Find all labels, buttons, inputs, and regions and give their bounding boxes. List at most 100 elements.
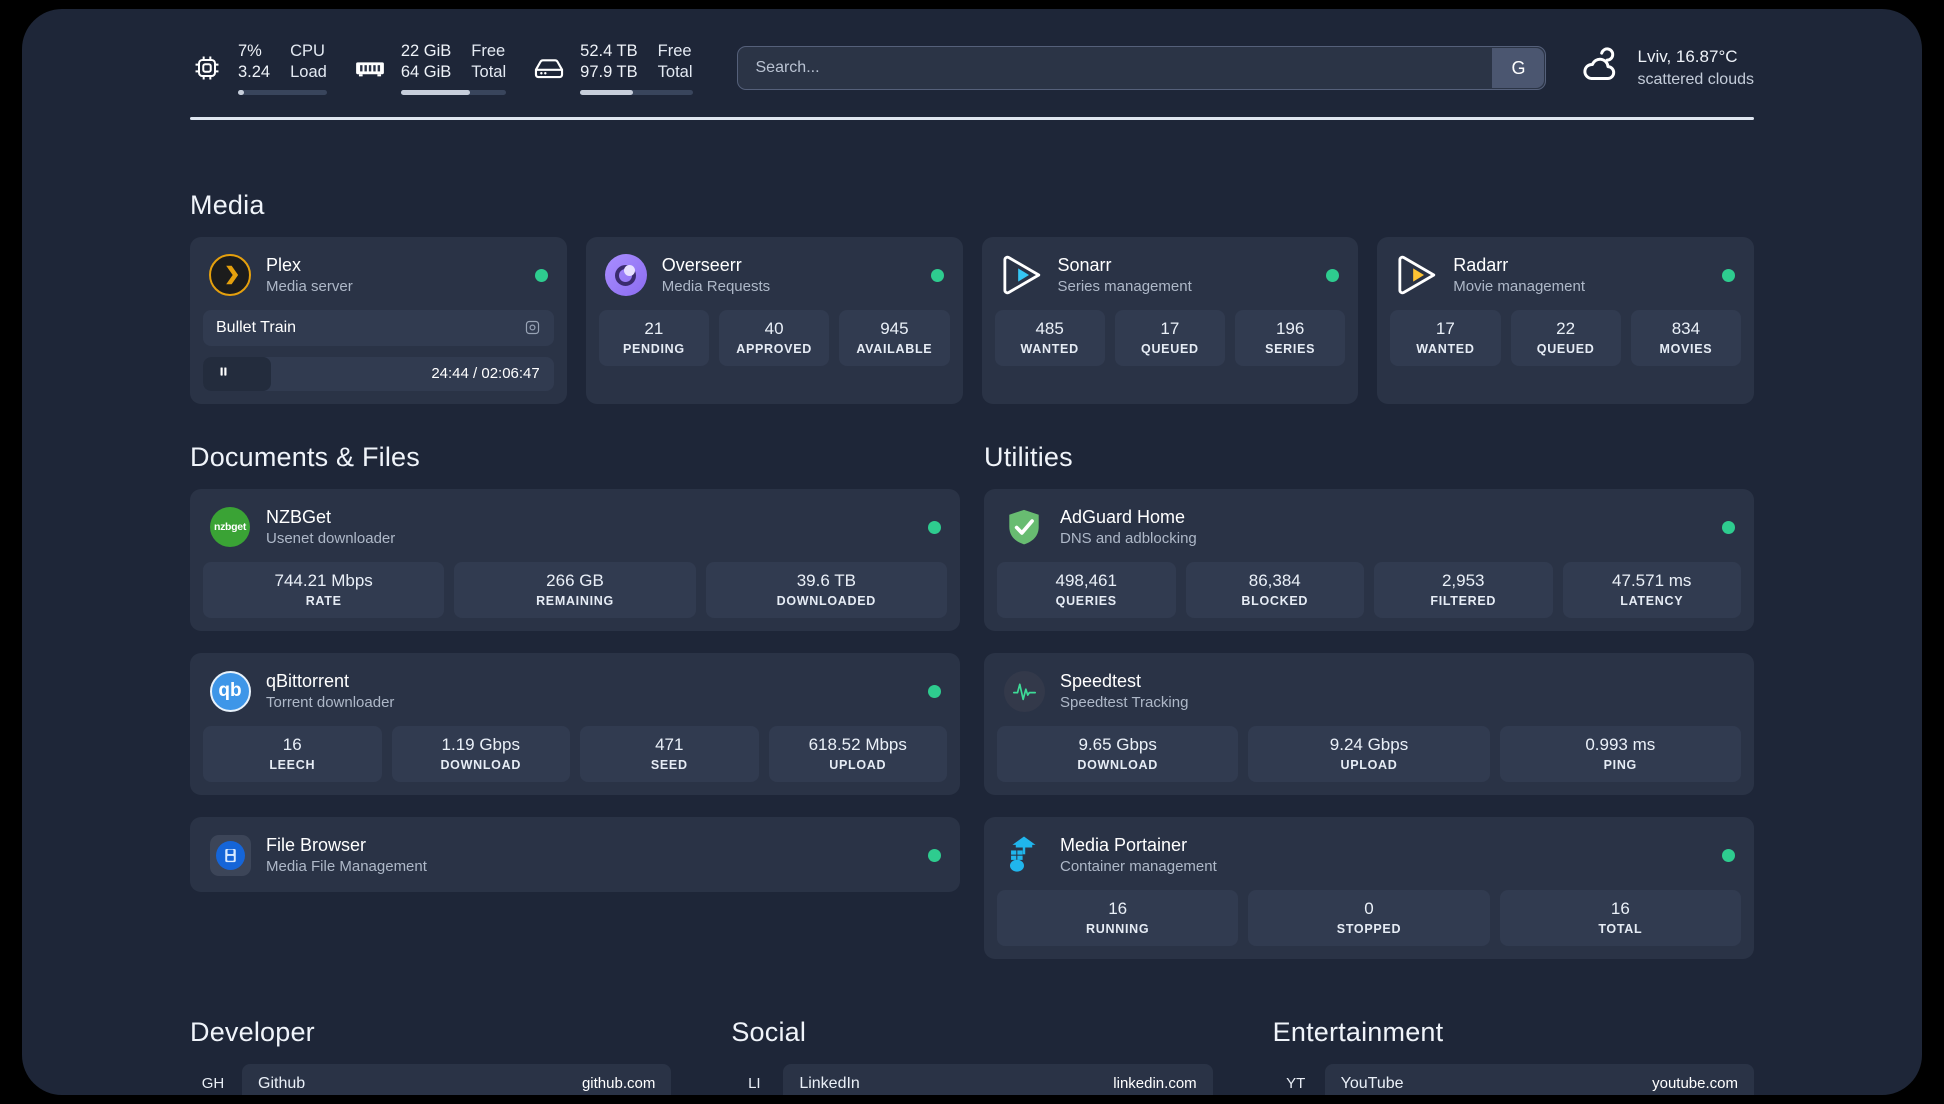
documents-card-list: nzbget NZBGet Usenet downloader 744.21 M… [190, 488, 960, 892]
stat-tile-label: DOWNLOAD [440, 757, 522, 772]
search-placeholder: Search... [755, 59, 820, 76]
service-card-adguard-home[interactable]: AdGuard Home DNS and adblocking 498,461 … [984, 488, 1754, 631]
bookmark-item[interactable]: LI LinkedIn linkedin.com [731, 1063, 1213, 1095]
service-name: Sonarr [1057, 255, 1112, 275]
service-card-qbittorrent[interactable]: qb qBittorrent Torrent downloader 16 LEE… [190, 652, 960, 795]
now-playing-progress[interactable]: 24:44 / 02:06:47 [203, 356, 554, 391]
stat-tile[interactable]: 16 TOTAL [1499, 889, 1741, 946]
stat-tile[interactable]: 9.24 Gbps UPLOAD [1248, 725, 1490, 782]
bookmark-item[interactable]: YT YouTube youtube.com [1273, 1063, 1754, 1095]
service-subtitle: Torrent downloader [266, 694, 395, 712]
status-dot [928, 520, 941, 534]
stat-tile-value: 1.19 Gbps [441, 734, 520, 754]
stat-tile[interactable]: 945 AVAILABLE [839, 309, 950, 366]
stat-tile[interactable]: 22 QUEUED [1510, 309, 1621, 366]
weather-widget: Lviv, 16.87°C scattered clouds [1580, 46, 1754, 91]
section-title-media: Media [190, 190, 265, 220]
card-header: Plex Media server [203, 250, 554, 299]
stat-tile-label: QUEUED [1141, 341, 1199, 356]
card-header: nzbget NZBGet Usenet downloader [203, 502, 947, 551]
stat-tile[interactable]: 16 LEECH [203, 725, 382, 782]
service-card-speedtest[interactable]: Speedtest Speedtest Tracking 9.65 Gbps D… [984, 652, 1754, 795]
stat-tile[interactable]: 17 WANTED [1390, 309, 1501, 366]
stat-tile[interactable]: 1.19 Gbps DOWNLOAD [391, 725, 570, 782]
weather-location-temp: Lviv, 16.87°C [1637, 46, 1738, 66]
service-name: Media Portainer [1060, 834, 1188, 855]
stat-tile-value: 2,953 [1441, 570, 1485, 590]
stat-tile-label: SEED [650, 757, 688, 772]
service-name: Speedtest [1060, 670, 1142, 691]
overseerr-logo [604, 254, 647, 297]
stat-tile[interactable]: 498,461 QUERIES [997, 561, 1176, 618]
card-header: qb qBittorrent Torrent downloader [203, 666, 947, 715]
service-card-file-browser[interactable]: File Browser Media File Management [190, 816, 960, 892]
search-engine-button[interactable]: G [1492, 48, 1545, 88]
stat-tile[interactable]: 16 RUNNING [997, 889, 1239, 946]
bookmark-group-title: Entertainment [1272, 1016, 1444, 1047]
status-dot [930, 268, 944, 282]
stat-tiles: 498,461 QUERIES 86,384 BLOCKED 2,953 FIL… [997, 561, 1741, 618]
adguard-logo [1003, 506, 1045, 548]
dashboard-frame: 7% 3.24 CPU Load [22, 9, 1922, 1095]
stat-tile[interactable]: 266 GB REMAINING [454, 561, 696, 618]
stat-tile[interactable]: 86,384 BLOCKED [1185, 561, 1364, 618]
stat-tile-value: 485 [1035, 318, 1064, 338]
stat-label-secondary: Total [657, 63, 693, 81]
stat-tile-label: RATE [305, 593, 342, 608]
cpu-icon [190, 51, 224, 85]
status-dot [1722, 268, 1735, 282]
stat-tile-label: REMAINING [536, 593, 614, 608]
card-header: Overseerr Media Requests [599, 250, 950, 299]
stat-tile-label: QUEUED [1536, 341, 1595, 356]
bookmark-group-title: Developer [190, 1016, 315, 1047]
stat-value-secondary: 3.24 [238, 63, 271, 81]
system-stat-disk: 52.4 TB 97.9 TB Free Total [532, 41, 693, 96]
stat-tile[interactable]: 618.52 Mbps UPLOAD [768, 725, 947, 782]
stat-tile-label: APPROVED [736, 341, 812, 356]
stat-tile-label: WANTED [1416, 341, 1475, 356]
stat-tile[interactable]: 17 QUEUED [1114, 309, 1225, 366]
utilities-card-list: AdGuard Home DNS and adblocking 498,461 … [984, 488, 1754, 959]
stat-tile[interactable]: 9.65 Gbps DOWNLOAD [997, 725, 1239, 782]
bookmark-name: Github [258, 1074, 306, 1092]
stat-tile[interactable]: 40 APPROVED [719, 309, 830, 366]
stat-tile[interactable]: 21 PENDING [598, 309, 709, 366]
stat-tile[interactable]: 471 SEED [580, 725, 759, 782]
service-subtitle: Series management [1057, 278, 1192, 296]
service-subtitle: Media Requests [661, 278, 771, 296]
service-subtitle: Movie management [1453, 278, 1585, 296]
status-dot [928, 848, 941, 862]
stat-tiles: 485 WANTED 17 QUEUED 196 SERIES [994, 309, 1346, 366]
bookmark-item[interactable]: GH Github github.com [190, 1063, 672, 1095]
stat-tile-label: AVAILABLE [856, 341, 933, 356]
bookmark-host: linkedin.com [1113, 1075, 1197, 1093]
service-card-media-portainer[interactable]: Media Portainer Container management 16 … [984, 816, 1754, 959]
stat-tile[interactable]: 485 WANTED [994, 309, 1105, 366]
stat-progress-bar [580, 90, 693, 96]
stat-tile[interactable]: 834 MOVIES [1630, 309, 1741, 366]
stat-tile[interactable]: 39.6 TB DOWNLOADED [705, 561, 947, 618]
now-playing-title-bar: Bullet Train [203, 309, 554, 346]
stat-tile[interactable]: 196 SERIES [1235, 309, 1346, 366]
stat-tile[interactable]: 0.993 ms PING [1499, 725, 1741, 782]
stat-tile[interactable]: 47.571 ms LATENCY [1562, 561, 1741, 618]
stat-tile-value: 47.571 ms [1612, 570, 1692, 590]
gear-icon[interactable] [524, 319, 541, 336]
search-input[interactable]: Search... G [736, 46, 1547, 90]
stat-tile[interactable]: 744.21 Mbps RATE [203, 561, 445, 618]
stat-tile[interactable]: 0 STOPPED [1248, 889, 1490, 946]
stat-tile-label: SERIES [1265, 341, 1316, 356]
service-card-overseerr[interactable]: Overseerr Media Requests 21 PENDING 40 A… [585, 237, 963, 404]
status-dot [928, 684, 941, 698]
stat-tile-value: 744.21 Mbps [274, 570, 373, 590]
bookmark-abbr: YT [1286, 1075, 1306, 1093]
service-card-plex[interactable]: Plex Media server Bullet Train 24:44 [190, 237, 567, 404]
stat-label-primary: CPU [290, 41, 325, 60]
pause-icon[interactable] [217, 365, 230, 383]
stat-tile[interactable]: 2,953 FILTERED [1374, 561, 1553, 618]
speedtest-logo [1003, 670, 1045, 712]
stat-tile-value: 16 [1108, 898, 1128, 918]
service-card-radarr[interactable]: Radarr Movie management 17 WANTED 22 QUE… [1377, 237, 1754, 404]
service-card-nzbget[interactable]: nzbget NZBGet Usenet downloader 744.21 M… [190, 488, 960, 631]
service-card-sonarr[interactable]: Sonarr Series management 485 WANTED 17 Q… [981, 237, 1359, 404]
